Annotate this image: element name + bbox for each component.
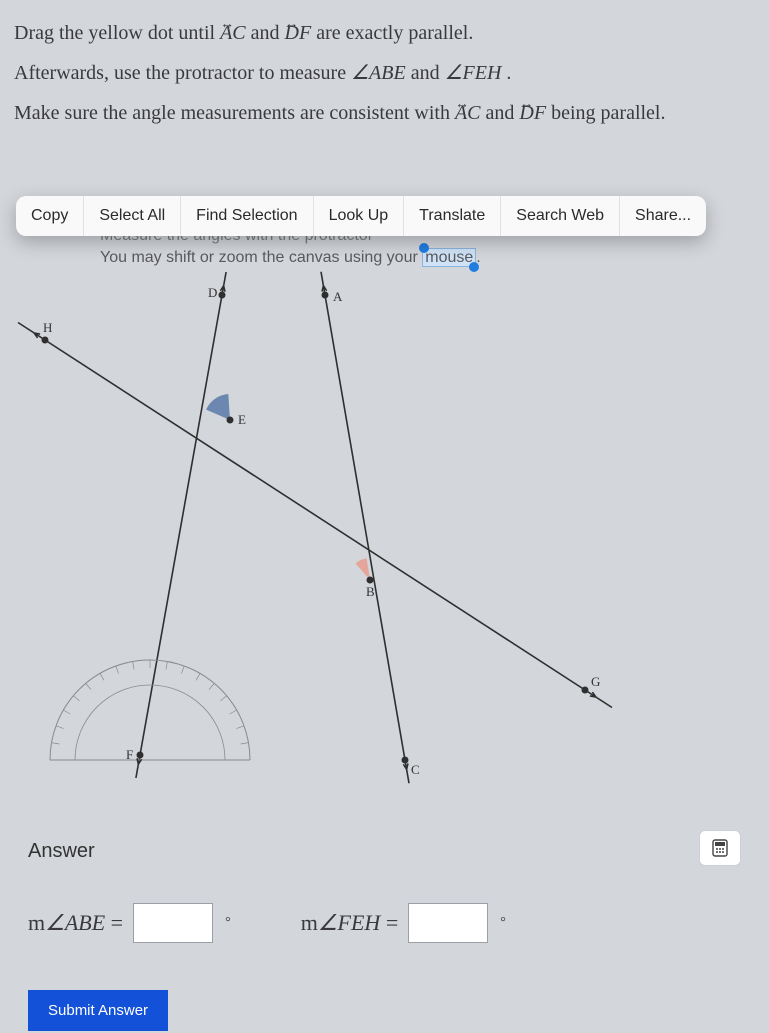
angle-feh-label: ∠FEH [445, 62, 502, 84]
menu-share[interactable]: Share... [620, 196, 706, 236]
sub-instruction-2: You may shift or zoom the canvas using y… [100, 247, 481, 269]
text: and [251, 22, 285, 44]
svg-text:F: F [126, 747, 133, 762]
menu-select-all[interactable]: Select All [84, 196, 181, 236]
svg-text:C: C [411, 762, 420, 777]
menu-translate[interactable]: Translate [404, 196, 501, 236]
menu-copy[interactable]: Copy [16, 196, 84, 236]
svg-text:E: E [238, 412, 246, 427]
answer-feh-group: m∠FEH = ° [301, 903, 506, 943]
instructions-block: Drag the yellow dot until ↔AC and ↔DF ar… [0, 0, 769, 146]
feh-label: m∠FEH = [301, 910, 399, 936]
answer-abe-group: m∠ABE = ° [28, 903, 231, 943]
answer-heading: Answer [28, 840, 741, 863]
abe-label: m∠ABE = [28, 910, 123, 936]
instruction-line-2: Afterwards, use the protractor to measur… [14, 58, 755, 88]
context-menu: Copy Select All Find Selection Look Up T… [16, 196, 706, 236]
instruction-line-1: Drag the yellow dot until ↔AC and ↔DF ar… [14, 18, 755, 48]
abe-input[interactable] [133, 903, 213, 943]
submit-button[interactable]: Submit Answer [28, 990, 168, 1031]
text: being parallel. [551, 102, 665, 124]
answer-section: Answer m∠ABE = ° m∠FEH = ° [28, 840, 741, 943]
line-df-symbol-2: ↔DF [519, 98, 546, 128]
menu-find-selection[interactable]: Find Selection [181, 196, 313, 236]
instruction-line-3: Make sure the angle measurements are con… [14, 98, 755, 128]
menu-look-up[interactable]: Look Up [314, 196, 405, 236]
line-ac-symbol: ↔AC [220, 18, 246, 48]
svg-text:G: G [591, 674, 600, 689]
text: Afterwards, use the protractor to measur… [14, 62, 351, 84]
degree-symbol: ° [225, 915, 231, 931]
text: are exactly parallel. [316, 22, 473, 44]
text: You may shift or zoom the canvas using y… [100, 249, 422, 266]
line-ac-symbol-2: ↔AC [455, 98, 481, 128]
text: Drag the yellow dot until [14, 22, 220, 44]
angle-abe-label: ∠ABE [351, 62, 406, 84]
svg-text:D: D [208, 285, 217, 300]
geometry-canvas[interactable]: H D A E B G C F [20, 280, 660, 800]
text: and [411, 62, 445, 84]
text: . [506, 62, 511, 84]
svg-text:B: B [366, 584, 375, 599]
menu-search-web[interactable]: Search Web [501, 196, 620, 236]
degree-symbol: ° [500, 915, 506, 931]
feh-input[interactable] [408, 903, 488, 943]
text: Make sure the angle measurements are con… [14, 102, 455, 124]
calculator-button[interactable] [699, 830, 741, 866]
svg-text:A: A [333, 289, 343, 304]
calculator-icon [710, 838, 730, 858]
selected-word[interactable]: mouse [422, 248, 476, 267]
text: and [486, 102, 520, 124]
line-df-symbol: ↔DF [285, 18, 312, 48]
svg-text:H: H [43, 320, 52, 335]
answer-row: m∠ABE = ° m∠FEH = ° [28, 903, 741, 943]
